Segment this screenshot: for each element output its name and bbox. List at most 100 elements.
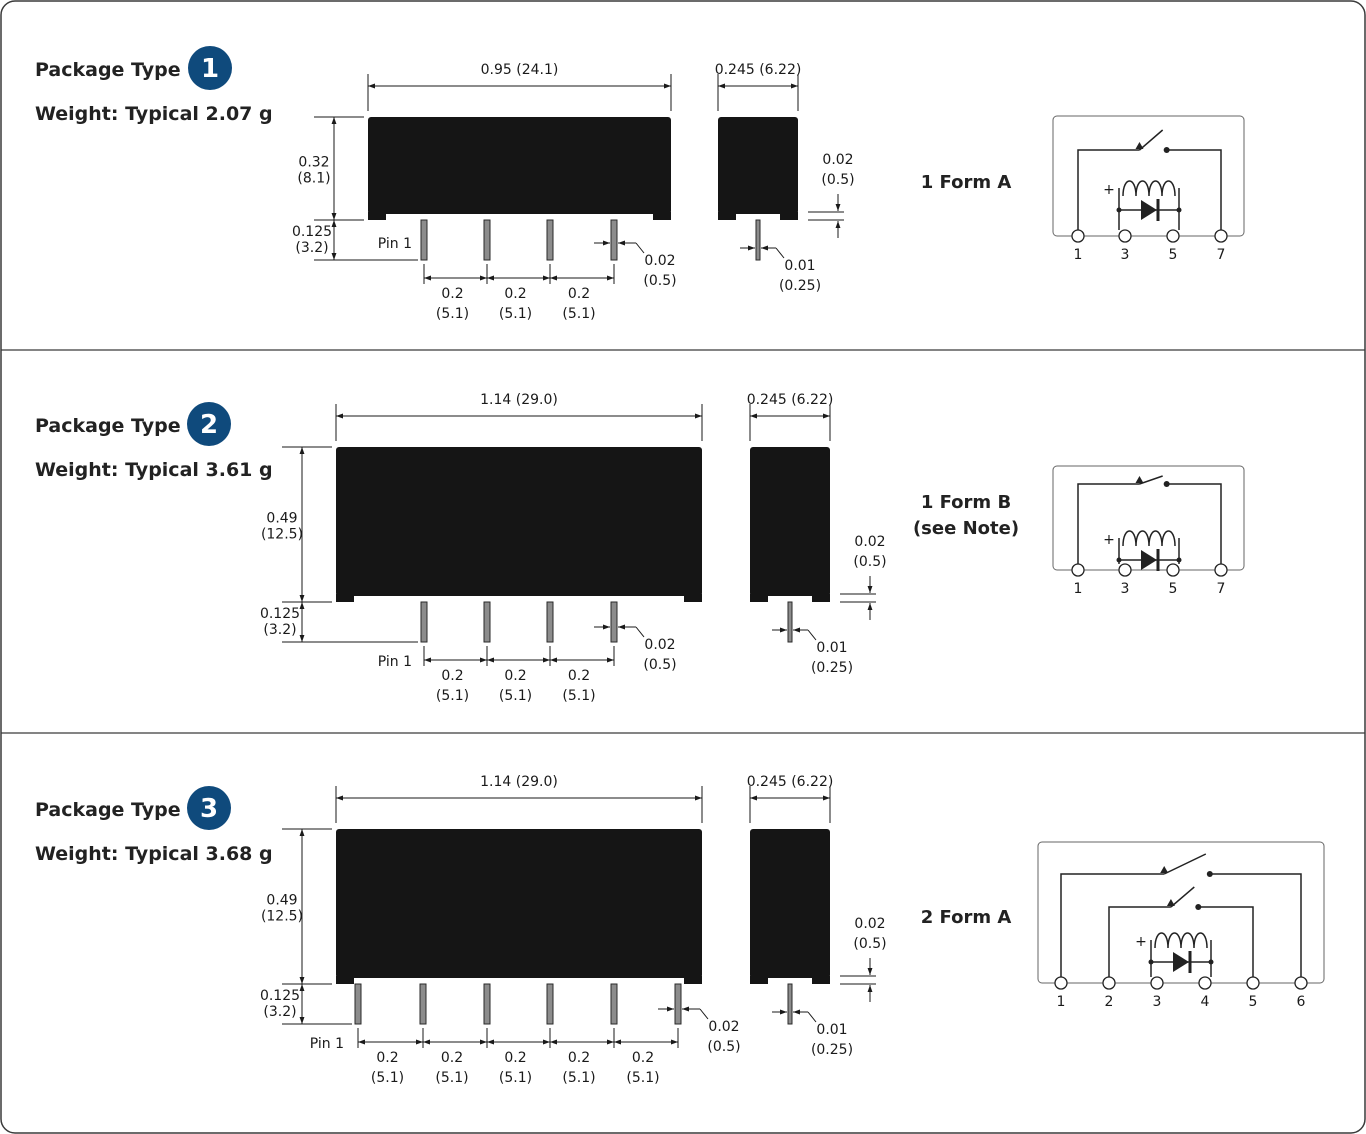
coil-polarity-label: + xyxy=(1135,934,1147,950)
package-type-title: Package Type xyxy=(35,799,181,821)
relay-pin xyxy=(610,601,618,643)
pitch-inch-label: 0.2 xyxy=(504,286,526,302)
pitch-inch-label: 0.2 xyxy=(441,286,463,302)
relay-pin xyxy=(354,983,362,1025)
pin1-label: Pin 1 xyxy=(378,236,412,252)
standoff-foot xyxy=(653,212,671,220)
contact-wire xyxy=(1060,873,1165,977)
pin-width-mm-label: (0.5) xyxy=(643,273,676,289)
contact-schematic: +1 3 5 7 xyxy=(1052,465,1245,597)
side-view: 0.245 (6.22) 0.02 (0.5) 0.01 (0.25) xyxy=(715,62,855,294)
terminal-number: 6 xyxy=(1297,994,1306,1010)
relay-body-front xyxy=(336,829,702,978)
package-number: 1 xyxy=(201,54,219,84)
side-view: 0.245 (6.22) 0.02 (0.5) 0.01 (0.25) xyxy=(747,392,887,676)
relay-body-front xyxy=(368,117,671,214)
pitch-mm-label: (5.1) xyxy=(436,306,469,322)
terminal-node xyxy=(1118,229,1132,243)
terminal-number: 3 xyxy=(1121,247,1130,263)
standoff-foot xyxy=(336,976,354,984)
package-number-badge: 2 xyxy=(187,402,231,446)
length-label: 1.14 (29.0) xyxy=(480,774,558,790)
relay-body-side xyxy=(750,829,830,978)
standoff-inch-label: 0.02 xyxy=(854,534,885,550)
leader-line xyxy=(807,1011,817,1023)
relay-pin xyxy=(419,983,427,1025)
standoff-foot xyxy=(684,594,702,602)
leader-line xyxy=(635,242,645,254)
switch-blade xyxy=(1170,886,1195,908)
standoff-foot xyxy=(684,976,702,984)
relay-pin xyxy=(483,983,491,1025)
relay-pin xyxy=(610,983,618,1025)
contact-wire xyxy=(1077,483,1140,564)
pin-thickness-mm-label: (0.25) xyxy=(811,1042,853,1058)
pitch-mm-label: (5.1) xyxy=(626,1070,659,1086)
pin-width-inch-label: 0.02 xyxy=(644,253,675,269)
pitch-mm-label: (5.1) xyxy=(371,1070,404,1086)
pin-thickness-inch-label: 0.01 xyxy=(816,1022,847,1038)
pitch-mm-label: (5.1) xyxy=(499,306,532,322)
relay-body-front xyxy=(336,447,702,596)
terminal-number: 3 xyxy=(1153,994,1162,1010)
standoff-foot xyxy=(812,976,830,984)
standoff-foot xyxy=(780,212,798,220)
junction-dot xyxy=(1208,959,1214,965)
badge-circle xyxy=(187,786,231,830)
pin-width-mm-label: (0.5) xyxy=(707,1039,740,1055)
contact-point xyxy=(1163,147,1170,153)
terminal-node xyxy=(1102,976,1116,990)
leader-line xyxy=(635,626,645,638)
weight-label: Weight: Typical 3.61 g xyxy=(35,459,273,481)
pitch-mm-label: (5.1) xyxy=(499,1070,532,1086)
pitch-mm-label: (5.1) xyxy=(562,306,595,322)
pitch-inch-label: 0.2 xyxy=(376,1050,398,1066)
width-label: 0.245 (6.22) xyxy=(747,774,834,790)
terminal-number: 7 xyxy=(1217,581,1226,597)
pitch-mm-label: (5.1) xyxy=(499,688,532,704)
contact-schematic: +1 2 3 4 5 6 xyxy=(1037,841,1325,1010)
pin-width-mm-label: (0.5) xyxy=(643,657,676,673)
package-number-badge: 3 xyxy=(187,786,231,830)
pin-length-inch-label: 0.125 xyxy=(260,606,300,622)
relay-body-side xyxy=(750,447,830,596)
relay-pin xyxy=(546,983,554,1025)
pin-width-inch-label: 0.02 xyxy=(644,637,675,653)
pin-width-inch-label: 0.02 xyxy=(708,1019,739,1035)
junction-dot xyxy=(1176,207,1182,213)
pitch-mm-label: (5.1) xyxy=(562,1070,595,1086)
switch-blade xyxy=(1163,853,1207,875)
package-number-badge: 1 xyxy=(188,46,232,90)
standoff-foot xyxy=(750,976,768,984)
coil-winding xyxy=(1122,180,1176,197)
terminal-number: 4 xyxy=(1201,994,1210,1010)
relay-body-side xyxy=(718,117,798,214)
contact-form-label: 1 Form B xyxy=(921,492,1011,513)
contact-wire xyxy=(1198,906,1254,977)
leader-line xyxy=(807,629,817,641)
relay-pin-side xyxy=(755,219,761,261)
terminal-node xyxy=(1294,976,1308,990)
pitch-inch-label: 0.2 xyxy=(441,1050,463,1066)
height-inch-label: 0.49 xyxy=(266,511,297,527)
actuator-arrow xyxy=(1166,899,1175,906)
contact-point xyxy=(1206,871,1213,877)
standoff-mm-label: (0.5) xyxy=(853,936,886,952)
contact-form-label: 1 Form A xyxy=(921,172,1012,193)
standoff-mm-label: (0.5) xyxy=(853,554,886,570)
standoff-inch-label: 0.02 xyxy=(854,916,885,932)
coil-polarity-label: + xyxy=(1103,532,1115,548)
terminal-node xyxy=(1166,563,1180,577)
diode-icon xyxy=(1141,550,1157,570)
diode-icon xyxy=(1141,200,1157,220)
pin-length-inch-label: 0.125 xyxy=(260,988,300,1004)
diode-icon xyxy=(1173,952,1189,972)
pitch-mm-label: (5.1) xyxy=(562,688,595,704)
side-view: 0.245 (6.22) 0.02 (0.5) 0.01 (0.25) xyxy=(747,774,887,1058)
relay-pin-side xyxy=(787,983,793,1025)
width-label: 0.245 (6.22) xyxy=(747,392,834,408)
pitch-inch-label: 0.2 xyxy=(632,1050,654,1066)
pin-thickness-inch-label: 0.01 xyxy=(816,640,847,656)
